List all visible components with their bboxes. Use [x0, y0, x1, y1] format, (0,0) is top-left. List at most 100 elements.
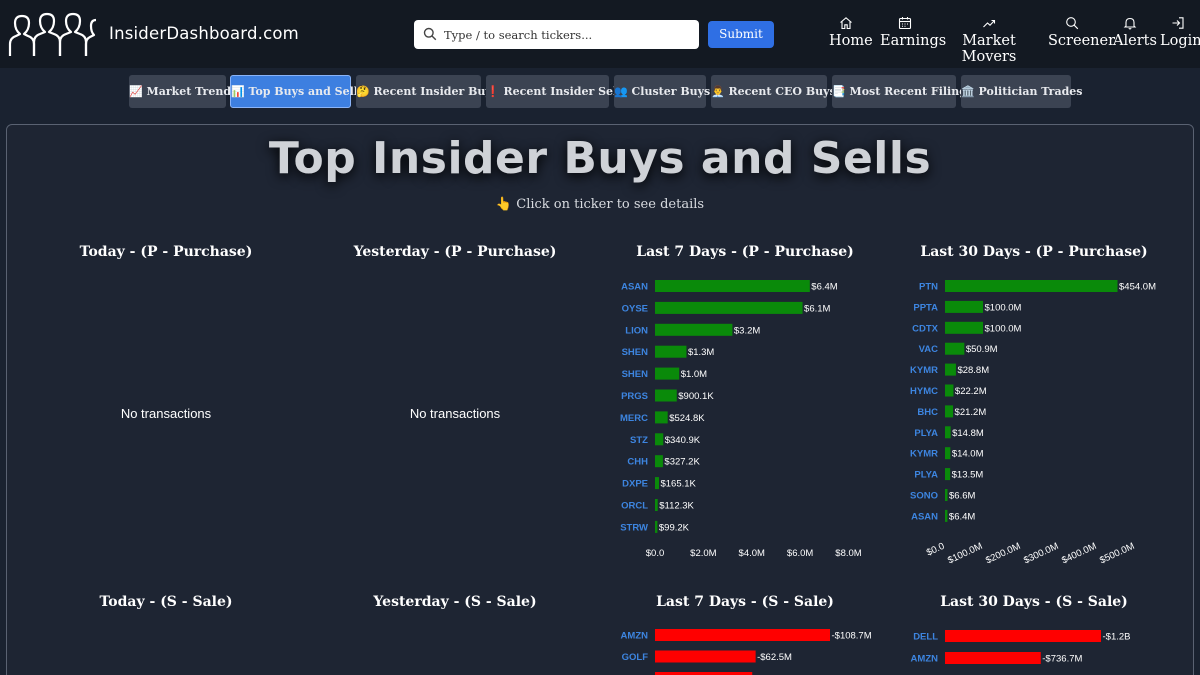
bar[interactable]	[655, 345, 687, 358]
bar[interactable]	[945, 405, 954, 418]
ticker-label[interactable]: STZ	[630, 435, 648, 446]
value-label: $14.8M	[952, 428, 984, 439]
ticker-label[interactable]: SHEN	[622, 369, 649, 380]
ticker-label[interactable]: VAC	[919, 344, 938, 355]
value-label: $21.2M	[955, 407, 987, 418]
tab-most-recent-filings[interactable]: 📑 Most Recent Filings	[832, 75, 973, 108]
no-transactions-today: No transactions	[120, 406, 212, 421]
ticker-label[interactable]: PLYA	[914, 470, 938, 481]
bar[interactable]	[655, 433, 664, 446]
ticker-label[interactable]: LION	[625, 325, 648, 336]
nav-screener[interactable]: Screener	[1048, 16, 1115, 49]
ticker-label[interactable]: NVDA	[621, 674, 648, 675]
panel-title-7days-sale: Last 7 Days - (S - Sale)	[656, 594, 834, 610]
bar[interactable]	[655, 301, 803, 314]
value-label: $99.2K	[659, 522, 690, 533]
ticker-label[interactable]: KYMR	[910, 449, 938, 460]
ticker-label[interactable]: PPTA	[913, 302, 938, 313]
x-tick-label: $6.0M	[787, 548, 813, 559]
ticker-label[interactable]: KYMR	[910, 365, 938, 376]
nav-earnings[interactable]: Earnings	[880, 16, 946, 49]
ticker-label[interactable]: PTN	[919, 282, 938, 293]
search-box[interactable]	[414, 20, 699, 49]
bar[interactable]	[655, 520, 658, 533]
bar[interactable]	[945, 342, 965, 355]
bar[interactable]	[945, 509, 948, 522]
ticker-label[interactable]: ASAN	[621, 282, 648, 293]
ticker-label[interactable]: CDTX	[912, 323, 939, 334]
chart-7days-sale: AMZN -$108.7M GOLF -$62.5M NVDA -$60.4M	[621, 629, 872, 675]
value-label: -$60.4M	[754, 674, 789, 675]
nav-market-movers[interactable]: Market Movers	[946, 16, 1032, 65]
ticker-label[interactable]: GOLF	[622, 652, 649, 663]
value-label: $6.1M	[804, 303, 830, 314]
bar[interactable]	[655, 323, 733, 336]
nav-login[interactable]: Login	[1160, 16, 1200, 49]
tab-politician-trades[interactable]: 🏛️ Politician Trades	[961, 75, 1082, 108]
ticker-label[interactable]: HYMC	[910, 386, 938, 397]
nav-earnings-label: Earnings	[880, 33, 947, 49]
bar[interactable]	[945, 280, 1118, 292]
ticker-label[interactable]: CHH	[627, 457, 648, 468]
chart-30days-purchase: PTN $454.0M PPTA $100.0M CDTX $100.0M VAC $50.9…	[910, 280, 1156, 567]
bar[interactable]	[945, 426, 951, 439]
bar[interactable]	[655, 280, 810, 292]
ticker-label[interactable]: BHC	[917, 407, 938, 418]
ticker-label[interactable]: ORCL	[621, 501, 648, 512]
ticker-label[interactable]: PRGS	[621, 391, 648, 402]
ticker-label[interactable]: OYSE	[622, 303, 648, 314]
value-label: $22.2M	[955, 386, 987, 397]
bar[interactable]	[945, 300, 983, 313]
bar[interactable]	[655, 629, 830, 641]
bar[interactable]	[655, 672, 753, 675]
bar[interactable]	[945, 468, 951, 481]
ticker-label[interactable]: SONO	[910, 491, 938, 502]
tab-market-trend[interactable]: 📈 Market Trend	[129, 75, 231, 108]
bar[interactable]	[655, 367, 680, 380]
value-label: $524.8K	[669, 413, 705, 424]
value-label: $100.0M	[985, 302, 1022, 313]
tab-recent-insider-buys[interactable]: 🤔 Recent Insider Buys	[356, 75, 498, 108]
bar[interactable]	[945, 321, 983, 334]
bar[interactable]	[945, 489, 948, 501]
bar[interactable]	[655, 477, 659, 490]
x-tick-label: $100.0M	[946, 541, 984, 567]
bar[interactable]	[655, 499, 658, 511]
bar[interactable]	[655, 650, 756, 663]
bar[interactable]	[945, 447, 951, 460]
tab-recent-insider-sells[interactable]: ❗ Recent Insider Sells	[486, 75, 628, 108]
value-label: $13.5M	[952, 470, 984, 481]
ticker-label[interactable]: MERC	[620, 413, 648, 424]
tab-cluster-buys[interactable]: 👥 Cluster Buys	[614, 75, 710, 108]
panel-title-7days-purchase: Last 7 Days - (P - Purchase)	[636, 244, 854, 260]
bar[interactable]	[945, 363, 956, 376]
search-icon	[423, 27, 437, 41]
tab-top-buys-and-sells[interactable]: 📊 Top Buys and Sells	[230, 75, 364, 108]
ticker-label[interactable]: STRW	[620, 522, 648, 533]
nav-alerts-label: Alerts	[1113, 33, 1157, 49]
ticker-label[interactable]: DELL	[913, 632, 938, 643]
bar[interactable]	[945, 652, 1041, 664]
tab-recent-ceo-buys[interactable]: 👨‍💼 Recent CEO Buys	[711, 75, 836, 108]
x-tick-label: $0.0	[646, 548, 665, 559]
x-tick-label: $200.0M	[984, 541, 1022, 567]
nav-home[interactable]: Home	[829, 16, 873, 49]
ticker-label[interactable]: SHEN	[622, 347, 649, 358]
ticker-label[interactable]: DXPE	[622, 479, 648, 490]
bar[interactable]	[945, 630, 1101, 642]
ticker-label[interactable]: PLYA	[914, 428, 938, 439]
ticker-label[interactable]: ASAN	[911, 511, 938, 522]
submit-button[interactable]: Submit	[708, 21, 774, 48]
brand-name[interactable]: InsiderDashboard.com	[109, 24, 299, 43]
value-label: $112.3K	[659, 501, 694, 512]
logo-icon[interactable]	[8, 12, 100, 58]
ticker-label[interactable]: AMZN	[911, 654, 939, 665]
nav-alerts[interactable]: Alerts	[1113, 16, 1157, 49]
nav-home-label: Home	[829, 33, 873, 49]
bar[interactable]	[655, 389, 677, 402]
search-input[interactable]	[444, 20, 694, 49]
bar[interactable]	[655, 411, 668, 424]
bar[interactable]	[945, 384, 954, 397]
bar[interactable]	[655, 455, 663, 468]
ticker-label[interactable]: AMZN	[621, 631, 649, 642]
